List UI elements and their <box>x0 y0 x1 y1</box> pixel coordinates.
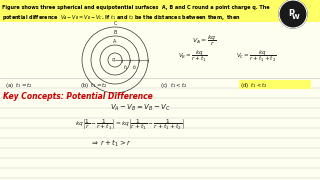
Text: potential difference  $V_A - V_B = V_B - V_C$. If $t_1$ and $t_2$ be the distanc: potential difference $V_A - V_B = V_B - … <box>2 13 241 22</box>
Text: $\Rightarrow \; r + t_1 > r$: $\Rightarrow \; r + t_1 > r$ <box>90 138 132 149</box>
Text: $V_B = \dfrac{kq}{r+t_1}$: $V_B = \dfrac{kq}{r+t_1}$ <box>178 48 207 64</box>
Text: (d)  $t_1 < t_2$: (d) $t_1 < t_2$ <box>240 81 268 90</box>
Text: Figure shows three spherical and equipotential surfaces  A, B and C round a poin: Figure shows three spherical and equipot… <box>2 5 270 10</box>
Text: B: B <box>113 30 117 35</box>
Text: $V_C = \dfrac{kq}{r+t_1+t_2}$: $V_C = \dfrac{kq}{r+t_1+t_2}$ <box>236 48 276 64</box>
Text: $kq\left[\dfrac{1}{r} - \dfrac{1}{r+t_1}\right] = kq\left[\dfrac{1}{r+t_1} - \df: $kq\left[\dfrac{1}{r} - \dfrac{1}{r+t_1}… <box>75 117 185 132</box>
Circle shape <box>279 0 307 28</box>
Text: $V_A - V_B = V_B - V_C$: $V_A - V_B = V_B - V_C$ <box>110 103 171 113</box>
Text: (a)  $t_1 = t_2$: (a) $t_1 = t_2$ <box>5 81 33 90</box>
Text: A: A <box>113 39 117 44</box>
Text: $t_1$: $t_1$ <box>123 64 129 72</box>
Text: q: q <box>111 57 115 62</box>
Text: P: P <box>288 8 294 17</box>
Bar <box>0 0 320 22</box>
Bar <box>239 80 311 89</box>
Text: C: C <box>113 21 117 26</box>
Text: Key Concepts: Potential Difference: Key Concepts: Potential Difference <box>3 92 153 101</box>
Text: $V_A = \dfrac{kq}{r}$: $V_A = \dfrac{kq}{r}$ <box>192 33 217 48</box>
Text: $t_2$: $t_2$ <box>132 64 137 72</box>
Text: (c)  $t_1 < t_2$: (c) $t_1 < t_2$ <box>160 81 188 90</box>
Text: W: W <box>292 14 300 20</box>
Text: (b)  $t_1 = t_2$: (b) $t_1 = t_2$ <box>80 81 108 90</box>
